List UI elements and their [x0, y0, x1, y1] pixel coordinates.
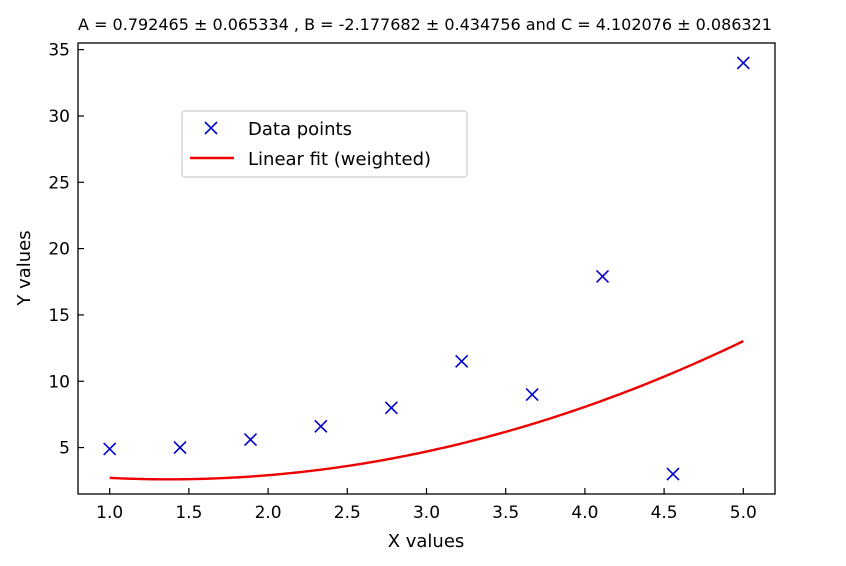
data-point: [384, 401, 398, 415]
fit-line: [109, 340, 744, 481]
y-tick-label: 30: [48, 107, 70, 127]
y-tick-label: 35: [48, 41, 70, 61]
x-tick-label: 4.5: [651, 503, 678, 523]
x-tick-label: 1.5: [175, 503, 202, 523]
legend-marker-data-points: [204, 121, 218, 135]
x-tick-label: 5.0: [730, 503, 757, 523]
data-point: [314, 419, 328, 433]
data-points-series: [103, 56, 750, 481]
legend-label-fit: Linear fit (weighted): [248, 149, 431, 170]
data-point: [595, 269, 610, 284]
y-tick-label: 20: [48, 240, 70, 260]
y-axis: 5 10 15 20 25 30 35: [48, 41, 84, 459]
legend-box: [181, 110, 468, 178]
data-point: [736, 56, 750, 70]
data-point: [455, 354, 469, 368]
y-tick-label: 15: [48, 306, 70, 326]
legend: Data points Linear fit (weighted): [181, 110, 468, 178]
chart-title: A = 0.792465 ± 0.065334 , B = -2.177682 …: [78, 15, 772, 34]
fit-series: [109, 340, 744, 481]
x-tick-label: 3.5: [492, 503, 519, 523]
legend-label-data-points: Data points: [248, 119, 352, 140]
y-tick-label: 10: [48, 372, 70, 392]
data-point: [243, 433, 258, 447]
data-point: [666, 467, 680, 481]
y-tick-label: 25: [48, 173, 70, 193]
x-tick-label: 1.0: [96, 503, 123, 523]
x-tick-label: 3.0: [413, 503, 440, 523]
x-tick-label: 2.5: [334, 503, 361, 523]
data-point: [525, 387, 539, 402]
x-tick-label: 2.0: [255, 503, 282, 523]
y-axis-label: Y values: [14, 230, 35, 306]
x-axis: 1.0 1.5 2.0 2.5 3.0 3.5 4.0 4.5 5.0: [96, 488, 757, 523]
x-axis-label: X values: [388, 531, 465, 552]
y-tick-label: 5: [59, 439, 70, 459]
data-point: [103, 442, 117, 456]
x-tick-label: 4.0: [571, 503, 598, 523]
data-point: [173, 441, 187, 455]
